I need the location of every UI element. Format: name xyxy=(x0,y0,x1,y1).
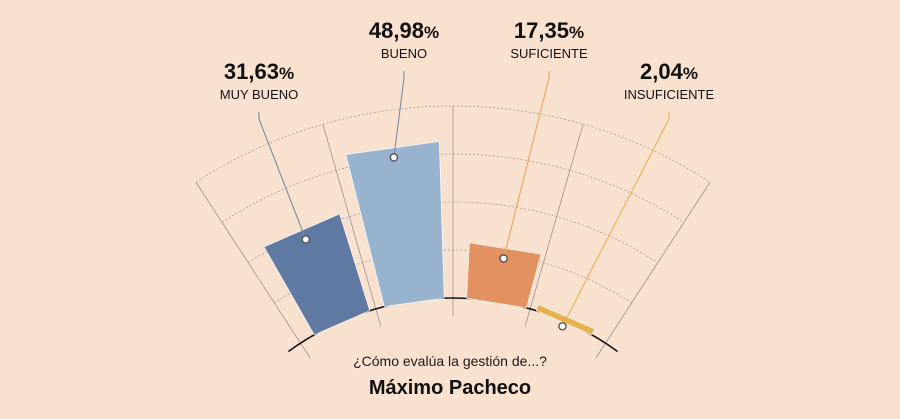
bar-suficiente xyxy=(466,242,542,309)
value-label: 31,63% xyxy=(224,59,294,84)
leader-line xyxy=(258,112,307,240)
labels-layer: 31,63% MUY BUENO 48,98% BUENO 17,35% SUFICIEN… xyxy=(220,18,715,102)
grid-spoke xyxy=(595,181,711,359)
leader-lines-layer xyxy=(258,71,670,331)
category-label: BUENO xyxy=(381,46,427,61)
value-label: 17,35% xyxy=(514,18,584,43)
value-label: 2,04% xyxy=(640,59,698,84)
leader-line xyxy=(393,71,405,158)
category-label: SUFICIENTE xyxy=(510,46,588,61)
bar-muy-bueno xyxy=(263,213,371,336)
category-label: INSUFICIENTE xyxy=(624,87,715,102)
value-unit: % xyxy=(683,64,698,83)
leader-dot xyxy=(499,254,508,263)
category-label: MUY BUENO xyxy=(220,87,299,102)
value-unit: % xyxy=(279,64,294,83)
value-unit: % xyxy=(424,23,439,42)
leader-line xyxy=(561,112,670,327)
leader-line xyxy=(503,71,550,259)
value-unit: % xyxy=(569,23,584,42)
value-label: 48,98% xyxy=(369,18,439,43)
grid-arc xyxy=(195,105,711,183)
grid-spoke xyxy=(195,181,311,359)
bars-layer xyxy=(263,141,596,336)
leader-dot xyxy=(301,235,311,244)
subject-title: Máximo Pacheco xyxy=(369,377,531,399)
radial-grid xyxy=(195,105,711,359)
leader-dot xyxy=(558,321,567,331)
question-text: ¿Cómo evalúa la gestión de...? xyxy=(353,353,547,369)
grid-spoke xyxy=(322,124,382,327)
bar-bueno xyxy=(345,141,445,307)
leader-dot xyxy=(389,153,399,162)
grid-spoke xyxy=(524,124,584,327)
